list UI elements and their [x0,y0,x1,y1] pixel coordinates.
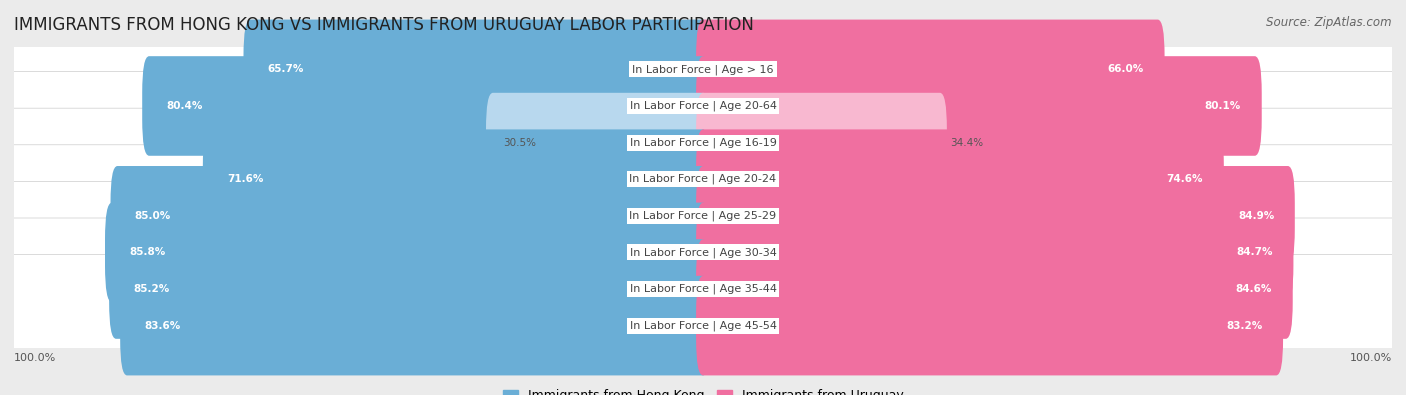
FancyBboxPatch shape [120,276,710,375]
Text: 100.0%: 100.0% [14,353,56,363]
Text: 80.1%: 80.1% [1205,101,1241,111]
FancyBboxPatch shape [110,239,710,339]
Text: In Labor Force | Age 20-64: In Labor Force | Age 20-64 [630,101,776,111]
Text: 30.5%: 30.5% [503,137,536,148]
Text: 83.2%: 83.2% [1226,321,1263,331]
Text: IMMIGRANTS FROM HONG KONG VS IMMIGRANTS FROM URUGUAY LABOR PARTICIPATION: IMMIGRANTS FROM HONG KONG VS IMMIGRANTS … [14,16,754,34]
Text: 66.0%: 66.0% [1108,64,1144,74]
FancyBboxPatch shape [4,71,1402,214]
Text: In Labor Force | Age 25-29: In Labor Force | Age 25-29 [630,211,776,221]
Text: In Labor Force | Age 30-34: In Labor Force | Age 30-34 [630,247,776,258]
FancyBboxPatch shape [4,35,1402,177]
FancyBboxPatch shape [696,56,1261,156]
Text: 80.4%: 80.4% [166,101,202,111]
FancyBboxPatch shape [111,166,710,265]
Legend: Immigrants from Hong Kong, Immigrants from Uruguay: Immigrants from Hong Kong, Immigrants fr… [498,384,908,395]
FancyBboxPatch shape [202,130,710,229]
FancyBboxPatch shape [696,276,1284,375]
FancyBboxPatch shape [4,255,1402,395]
FancyBboxPatch shape [696,20,1164,119]
Text: 71.6%: 71.6% [226,174,263,184]
Text: In Labor Force | Age > 16: In Labor Force | Age > 16 [633,64,773,75]
Text: 84.9%: 84.9% [1237,211,1274,221]
Text: 84.7%: 84.7% [1236,247,1272,258]
FancyBboxPatch shape [696,93,946,192]
Text: 65.7%: 65.7% [267,64,304,74]
FancyBboxPatch shape [4,108,1402,250]
Text: 85.2%: 85.2% [134,284,170,294]
FancyBboxPatch shape [4,218,1402,360]
FancyBboxPatch shape [696,239,1292,339]
Text: Source: ZipAtlas.com: Source: ZipAtlas.com [1267,16,1392,29]
FancyBboxPatch shape [4,181,1402,324]
Text: 74.6%: 74.6% [1167,174,1204,184]
Text: In Labor Force | Age 20-24: In Labor Force | Age 20-24 [630,174,776,184]
Text: 85.8%: 85.8% [129,247,166,258]
Text: In Labor Force | Age 35-44: In Labor Force | Age 35-44 [630,284,776,294]
FancyBboxPatch shape [4,145,1402,287]
FancyBboxPatch shape [243,20,710,119]
FancyBboxPatch shape [4,0,1402,140]
Text: 83.6%: 83.6% [145,321,180,331]
Text: 34.4%: 34.4% [950,137,983,148]
FancyBboxPatch shape [696,130,1223,229]
FancyBboxPatch shape [696,203,1294,302]
Text: 84.6%: 84.6% [1236,284,1272,294]
FancyBboxPatch shape [696,166,1295,265]
FancyBboxPatch shape [486,93,710,192]
Text: 85.0%: 85.0% [135,211,172,221]
Text: 100.0%: 100.0% [1350,353,1392,363]
Text: In Labor Force | Age 45-54: In Labor Force | Age 45-54 [630,320,776,331]
FancyBboxPatch shape [142,56,710,156]
FancyBboxPatch shape [105,203,710,302]
Text: In Labor Force | Age 16-19: In Labor Force | Age 16-19 [630,137,776,148]
